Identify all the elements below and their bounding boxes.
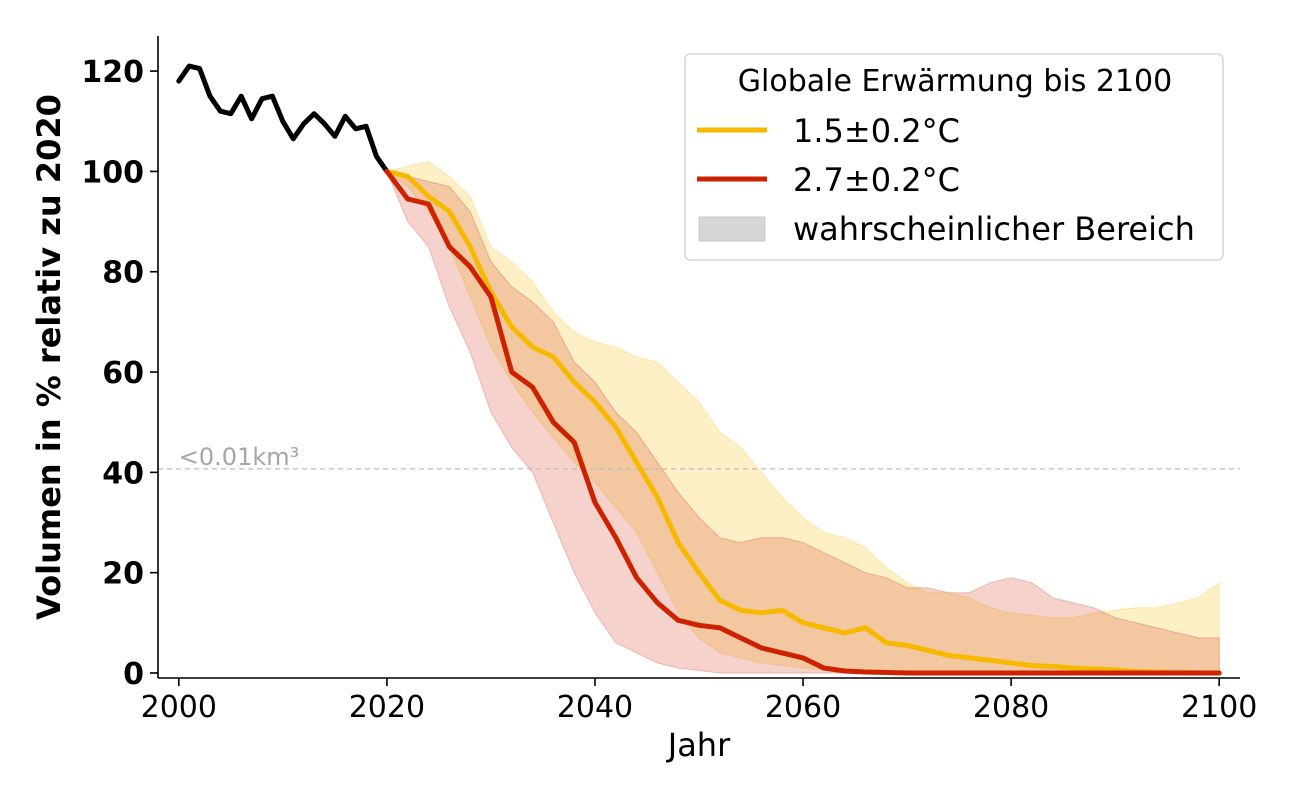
range-band-1 [385,160,1220,674]
x-tick-label: 2080 [973,690,1049,725]
y-tick-label: 80 [102,256,144,291]
x-tick-label: 2040 [557,690,633,725]
series-lines [176,63,1222,676]
y-tick-label: 0 [123,657,144,692]
y-tick-label: 20 [102,557,144,592]
legend-label-range: wahrscheinlicher Bereich [793,210,1195,248]
x-axis-label: Jahr [666,726,731,764]
series-line-0 [176,63,390,174]
legend: Globale Erwärmung bis 2100 1.5±0.2°C 2.7… [684,53,1224,261]
legend-label-1-5c: 1.5±0.2°C [793,112,960,150]
reference-line-label: <0.01km³ [179,443,299,471]
y-axis-label: Volumen in % relativ zu 2020 [30,94,68,620]
y-axis-ticks: 0 20 40 60 80 100 120 [81,55,158,692]
x-tick-label: 2100 [1181,690,1257,725]
legend-swatch-range [698,216,766,242]
series-line-1 [384,168,1222,676]
y-tick-label: 100 [81,155,144,190]
y-tick-label: 60 [102,356,144,391]
legend-title: Globale Erwärmung bis 2100 [738,64,1172,99]
series-line-2 [384,168,1222,676]
range-band-2 [386,170,1220,674]
legend-label-2-7c: 2.7±0.2°C [793,161,960,199]
uncertainty-bands [385,160,1220,674]
x-axis-ticks: 2000 2020 2040 2060 2080 2100 [141,678,1257,725]
y-tick-label: 120 [81,55,144,90]
legend-frame [684,53,1224,261]
x-tick-label: 2060 [765,690,841,725]
x-tick-label: 2020 [349,690,425,725]
y-tick-label: 40 [102,456,144,491]
x-tick-label: 2000 [141,690,217,725]
